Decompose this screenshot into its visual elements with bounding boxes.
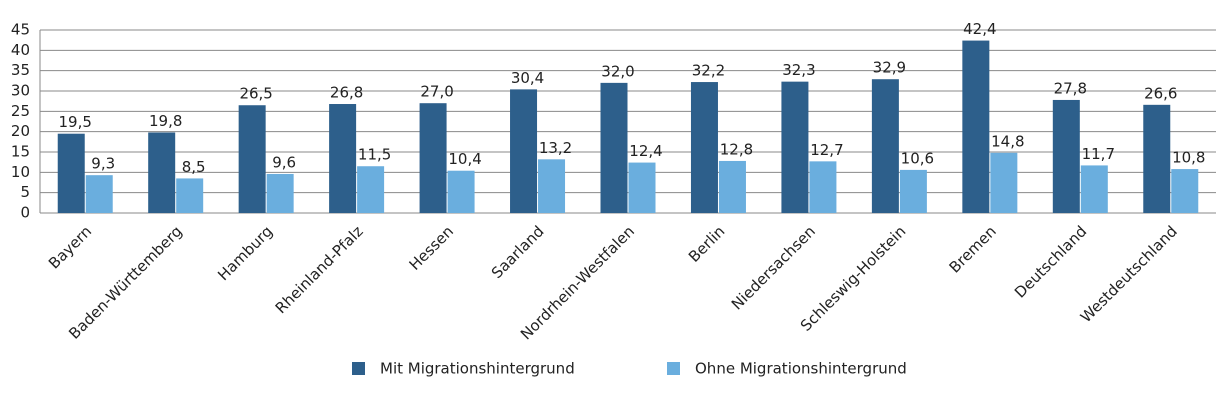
bar — [419, 103, 447, 213]
x-tick-label: Hessen — [406, 222, 458, 274]
bar — [1171, 169, 1199, 213]
value-label: 12,4 — [629, 142, 662, 160]
bar — [1143, 104, 1171, 213]
y-tick-label: 35 — [11, 61, 30, 79]
x-tick-label: Berlin — [685, 222, 729, 266]
y-tick-label: 30 — [11, 82, 30, 100]
x-tick-label: Niedersachsen — [728, 222, 819, 313]
value-label: 13,2 — [539, 139, 572, 157]
bar — [357, 166, 385, 213]
x-tick-label: Saarland — [488, 222, 548, 282]
bar — [718, 160, 746, 213]
bar — [148, 132, 176, 213]
value-label: 32,0 — [601, 62, 634, 80]
value-label: 10,8 — [1172, 149, 1205, 167]
value-label: 26,5 — [239, 85, 272, 103]
value-label: 11,5 — [358, 146, 391, 164]
value-label: 8,5 — [182, 158, 206, 176]
bar — [962, 40, 990, 213]
y-tick-label: 45 — [11, 21, 30, 39]
legend-label: Ohne Migrationshintergrund — [695, 360, 907, 378]
value-label: 14,8 — [991, 132, 1024, 150]
bar — [538, 159, 566, 213]
value-label: 19,8 — [149, 112, 182, 130]
x-tick-label: Bayern — [45, 222, 95, 272]
bar — [266, 173, 294, 213]
value-label: 10,6 — [901, 149, 934, 167]
bar — [447, 170, 475, 213]
value-label: 12,7 — [810, 141, 843, 159]
legend-swatch — [352, 362, 365, 375]
bar — [871, 79, 899, 213]
bar — [329, 104, 357, 213]
bar — [238, 105, 266, 213]
bar — [1052, 99, 1080, 213]
y-tick-label: 5 — [20, 183, 30, 201]
x-tick-label: Rheinland-Pfalz — [272, 222, 367, 317]
value-label: 32,2 — [692, 62, 725, 80]
legend-swatch — [667, 362, 680, 375]
value-label: 32,9 — [873, 59, 906, 77]
value-label: 27,8 — [1054, 79, 1087, 97]
bar — [176, 178, 204, 213]
value-label: 26,8 — [330, 84, 363, 102]
x-tick-label: Westdeutschland — [1077, 222, 1181, 326]
y-tick-label: 15 — [11, 143, 30, 161]
value-label: 9,6 — [272, 153, 296, 171]
bar — [628, 162, 656, 213]
value-label: 11,7 — [1082, 145, 1115, 163]
bar — [781, 81, 809, 213]
value-label: 10,4 — [448, 150, 481, 168]
x-tick-label: Deutschland — [1011, 222, 1090, 301]
bar — [57, 133, 85, 213]
y-tick-label: 20 — [11, 122, 30, 140]
y-tick-label: 0 — [20, 204, 30, 222]
value-label: 26,6 — [1144, 84, 1177, 102]
x-tick-label: Hamburg — [214, 222, 276, 284]
bar — [899, 169, 927, 213]
bar — [809, 161, 837, 213]
bar — [600, 82, 628, 213]
bar — [690, 82, 718, 213]
legend-label: Mit Migrationshintergrund — [380, 360, 575, 378]
value-label: 9,3 — [91, 155, 115, 173]
y-tick-label: 40 — [11, 41, 30, 59]
value-label: 30,4 — [511, 69, 544, 87]
value-label: 19,5 — [59, 113, 92, 131]
bar — [1080, 165, 1108, 213]
value-label: 12,8 — [720, 140, 753, 158]
y-tick-label: 25 — [11, 102, 30, 120]
value-label: 27,0 — [420, 83, 453, 101]
value-label: 32,3 — [782, 61, 815, 79]
bar — [85, 175, 113, 213]
y-tick-label: 10 — [11, 163, 30, 181]
value-label: 42,4 — [963, 20, 996, 38]
bar — [510, 89, 538, 213]
x-tick-label: Bremen — [946, 222, 1000, 276]
bar — [990, 152, 1018, 213]
